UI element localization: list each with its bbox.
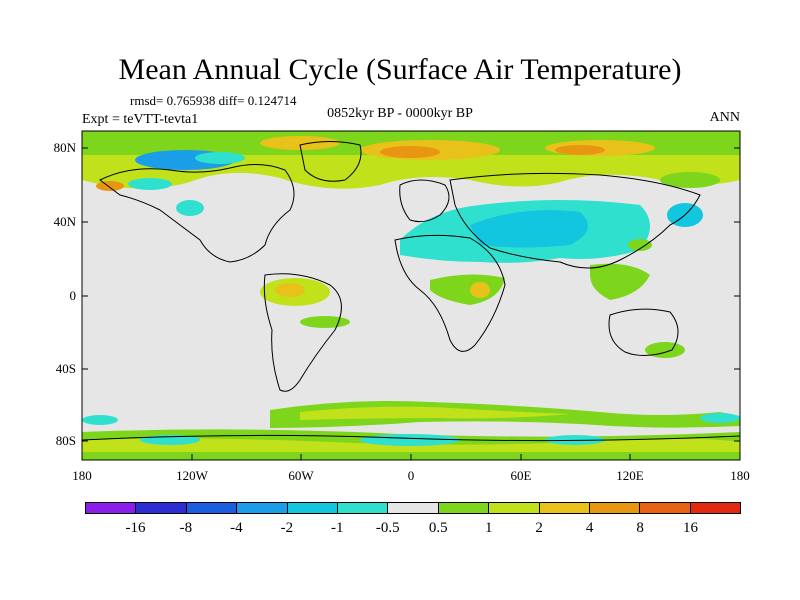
colorbar-label: 16 xyxy=(683,520,699,536)
colorbar-segment xyxy=(589,503,641,513)
southern-ocean-band xyxy=(82,401,740,460)
colorbar-segment xyxy=(388,503,439,513)
colorbar-label: -8 xyxy=(179,520,193,536)
lat-label-80s: 80S xyxy=(55,433,76,448)
colorbar-segment xyxy=(86,503,137,513)
colorbar xyxy=(85,502,741,514)
lon-label-60e: 60E xyxy=(510,468,532,483)
colorbar-label: 4 xyxy=(585,520,594,536)
colorbar-segment xyxy=(237,503,288,513)
colorbar-segment xyxy=(337,503,389,513)
lon-label-120e: 120E xyxy=(616,468,644,483)
colorbar-segment xyxy=(539,503,590,513)
colorbar-label: 0.5 xyxy=(428,520,448,536)
colorbar-segment xyxy=(287,503,338,513)
lat-label-40n: 40N xyxy=(53,214,76,229)
colorbar-label: 2 xyxy=(535,520,543,536)
colorbar-label: 8 xyxy=(636,520,644,536)
colorbar-label: -4 xyxy=(230,520,243,536)
colorbar-segment xyxy=(186,503,238,513)
arctic-warming-region xyxy=(82,131,740,191)
lon-ticks xyxy=(81,454,741,460)
colorbar-label: -1 xyxy=(331,520,344,536)
lat-label-80n: 80N xyxy=(53,140,76,155)
colorbar-label: -16 xyxy=(125,520,146,536)
coastlines xyxy=(82,141,740,442)
lon-label-60w: 60W xyxy=(288,468,314,483)
tropical-warming-patches xyxy=(260,263,685,358)
lat-label-40s: 40S xyxy=(55,361,76,376)
colorbar-segment xyxy=(438,503,490,513)
asia-cooling-region xyxy=(176,200,703,263)
experiment-label: Expt = teVTT-tevta1 xyxy=(82,112,199,127)
colorbar-label: 1 xyxy=(484,520,493,536)
season-label: ANN xyxy=(709,110,740,125)
lon-label-0: 0 xyxy=(407,468,415,483)
chart-title: Mean Annual Cycle (Surface Air Temperatu… xyxy=(118,53,682,86)
lon-label-120w: 120W xyxy=(176,468,208,483)
lon-label-180w: 180 xyxy=(72,468,92,483)
stats-text: rmsd= 0.765938 diff= 0.124714 xyxy=(130,93,297,108)
lat-ticks xyxy=(82,147,740,442)
lat-label-0: 0 xyxy=(69,288,77,303)
colorbar-segment xyxy=(489,503,540,513)
colorbar-label: -0.5 xyxy=(375,520,400,536)
colorbar-segment xyxy=(640,503,691,513)
lon-label-180e: 180 xyxy=(730,468,750,483)
colorbar-segment xyxy=(690,503,741,513)
colorbar-segment xyxy=(136,503,187,513)
period-label: 0852kyr BP - 0000kyr BP xyxy=(327,106,473,121)
colorbar-label: -2 xyxy=(280,520,294,536)
